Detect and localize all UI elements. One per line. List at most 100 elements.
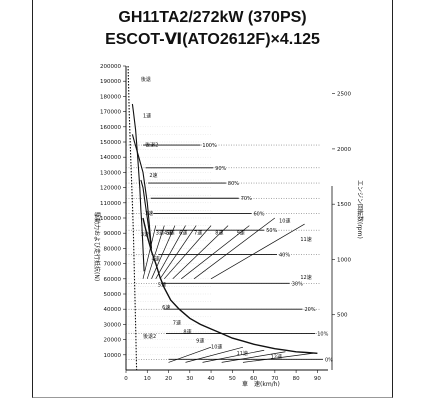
gear-rise-line bbox=[242, 352, 314, 363]
curve-envelope bbox=[142, 217, 318, 354]
gear-label: 3速 bbox=[145, 211, 153, 217]
gear-label: 6速 bbox=[179, 231, 187, 237]
gear-rise-line bbox=[202, 349, 265, 363]
gear-rise-line bbox=[185, 346, 244, 363]
gear-label: 後退2 bbox=[143, 333, 156, 340]
resistance-label: 90% bbox=[215, 166, 226, 172]
y-tick-label: 90000 bbox=[104, 231, 122, 237]
chart-title: GH11TA2/272kW (370PS) bbox=[118, 9, 307, 26]
x-axis-label: 車 速(km/h) bbox=[242, 380, 280, 388]
x-tick-label: 80 bbox=[293, 376, 300, 382]
curve-gear bbox=[127, 65, 138, 371]
gear-label: 7速 bbox=[194, 231, 202, 237]
resistance-lines: 100% 90% 80% 70% 60% 50% 40% 30% 20% 10% 0% bbox=[126, 143, 333, 363]
resistance-label: 0% bbox=[325, 357, 333, 363]
frame bbox=[32, 0, 393, 398]
gear-label: 2速 bbox=[149, 173, 157, 179]
x-tick-label: 40 bbox=[208, 376, 215, 382]
y-tick-label: 140000 bbox=[100, 155, 121, 161]
y-tick-label: 80000 bbox=[104, 246, 122, 252]
y-tick-label: 150000 bbox=[100, 140, 121, 146]
drive-force-curves bbox=[127, 65, 318, 371]
y-tick-label: 30000 bbox=[104, 322, 122, 328]
gear-rise-line bbox=[181, 225, 250, 280]
x-tick-label: 60 bbox=[250, 376, 257, 382]
gear-rise-line bbox=[168, 346, 212, 363]
x-tick-label: 30 bbox=[186, 376, 193, 382]
y2-tick-label: 2000 bbox=[337, 147, 351, 153]
x-tick-label: 90 bbox=[314, 376, 321, 382]
gear-label: 10速 bbox=[279, 219, 290, 225]
y2-tick-label: 2500 bbox=[337, 92, 351, 98]
gear-label: 3速4速 bbox=[156, 231, 172, 237]
gear-label: 9速 bbox=[237, 231, 245, 237]
gear-rise-line bbox=[210, 223, 305, 280]
y-tick-label: 170000 bbox=[100, 110, 121, 116]
y-tick-label: 200000 bbox=[100, 64, 121, 70]
y-tick-label: 60000 bbox=[104, 277, 122, 283]
curve-gear bbox=[131, 134, 153, 249]
resistance-label: 10% bbox=[317, 332, 328, 338]
gear-label: 1速 bbox=[143, 114, 151, 120]
gear-rise-line bbox=[159, 225, 197, 279]
gear-label: 11速 bbox=[300, 237, 311, 243]
gear-label: 7速 bbox=[173, 320, 181, 326]
x-tick-label: 0 bbox=[124, 376, 128, 382]
y-tick-label: 20000 bbox=[104, 338, 122, 344]
y-axis-label: 駆動力および走行抵抗(N) bbox=[93, 212, 101, 281]
gear-label: 6速 bbox=[162, 305, 170, 311]
y-tick-label: 50000 bbox=[104, 292, 122, 298]
x-tick-label: 70 bbox=[271, 376, 278, 382]
gear-label: 12速 bbox=[300, 275, 311, 281]
y2-axis-label: エンジン回転数(rpm) bbox=[356, 180, 364, 239]
y-tick-label: 190000 bbox=[100, 79, 121, 85]
resistance-label: 30% bbox=[292, 281, 303, 287]
gear-label: 8速 bbox=[215, 231, 223, 237]
gear-label: 後退2 bbox=[145, 142, 158, 149]
resistance-label: 80% bbox=[228, 181, 239, 187]
gear-label: 10速 bbox=[211, 345, 222, 351]
gear-rise-line bbox=[155, 225, 186, 279]
gear-label: 12速 bbox=[271, 355, 282, 361]
gear-rise-line bbox=[193, 217, 276, 280]
gear-rise-line bbox=[221, 351, 286, 363]
gear-label: 5速 bbox=[166, 231, 174, 237]
resistance-label: 70% bbox=[241, 196, 252, 202]
gear-rise-line bbox=[142, 225, 157, 279]
gear-rise-line bbox=[164, 225, 212, 280]
x-tick-label: 10 bbox=[144, 376, 151, 382]
gear-label: 11速 bbox=[237, 351, 248, 357]
resistance-label: 40% bbox=[279, 252, 290, 258]
y-tick-label: 130000 bbox=[100, 170, 121, 176]
y-tick-label: 70000 bbox=[104, 262, 122, 268]
y-tick-label: 120000 bbox=[100, 186, 121, 192]
resistance-label: 100% bbox=[202, 143, 217, 149]
resistance-label: 60% bbox=[253, 211, 264, 217]
gear-label: 4速 bbox=[152, 257, 160, 263]
curve-gear bbox=[140, 179, 153, 252]
y-tick-label: 100000 bbox=[100, 216, 121, 222]
y-tick-label: 110000 bbox=[100, 201, 121, 207]
resistance-label: 20% bbox=[304, 307, 315, 313]
gear-label: 3速 bbox=[141, 232, 149, 238]
gear-label: 8速 bbox=[183, 330, 191, 336]
chart-subtitle: ESCOT-Ⅵ(ATO2612F)×4.125 bbox=[105, 31, 320, 48]
gear-label: 5速 bbox=[158, 282, 166, 288]
curve-gear bbox=[131, 103, 145, 272]
y2-tick-label: 1000 bbox=[337, 257, 351, 263]
resistance-label: 50% bbox=[266, 228, 277, 234]
y-tick-label: 180000 bbox=[100, 94, 121, 100]
gear-rise-line bbox=[151, 225, 176, 279]
x-tick-label: 50 bbox=[229, 376, 236, 382]
gear-label: 後退 bbox=[141, 76, 151, 83]
axes: 1000020000300004000050000600007000080000… bbox=[100, 64, 351, 382]
y2-tick-label: 500 bbox=[337, 313, 348, 319]
gear-rise-line bbox=[172, 225, 229, 280]
x-tick-label: 20 bbox=[165, 376, 172, 382]
y-tick-label: 160000 bbox=[100, 125, 121, 131]
y2-tick-label: 1500 bbox=[337, 202, 351, 208]
y-tick-label: 10000 bbox=[104, 353, 122, 359]
